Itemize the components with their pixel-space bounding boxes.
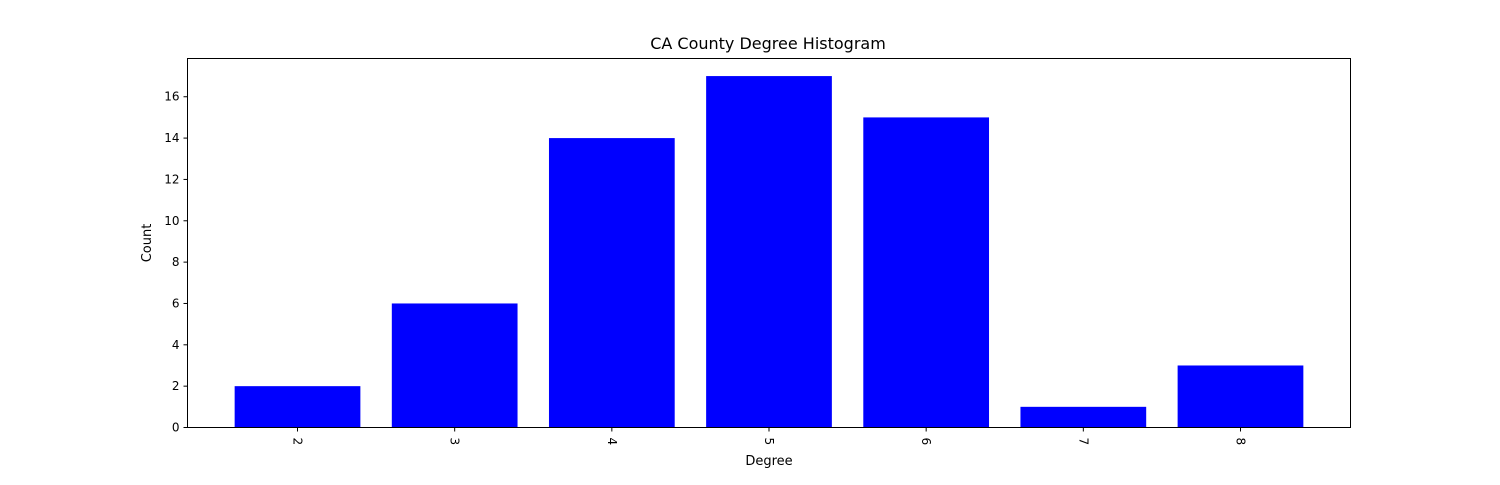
bar-8 [1177, 365, 1304, 428]
y-tick-label: 6 [172, 296, 180, 310]
bar-3 [391, 303, 518, 428]
x-tick-label: 3 [448, 438, 462, 446]
y-tick-label: 10 [164, 214, 179, 228]
y-tick-label: 4 [172, 338, 180, 352]
x-tick-label: 2 [291, 438, 305, 446]
y-axis-label: Count [140, 224, 155, 263]
x-tick-label: 4 [605, 438, 619, 446]
x-tick-label: 5 [762, 438, 776, 446]
x-axis-label: Degree [745, 454, 792, 469]
y-tick-label: 12 [164, 172, 179, 186]
bar-6 [863, 117, 990, 428]
bar-2 [234, 386, 361, 428]
bar-5 [706, 76, 832, 428]
x-tick-label: 6 [919, 438, 933, 446]
y-tick-label: 14 [164, 131, 179, 145]
bars-layer [234, 76, 1304, 428]
y-axis: 0 2 4 6 8 10 12 14 16 [164, 90, 188, 435]
bar-4 [548, 138, 675, 428]
plot-frame [187, 58, 1351, 428]
y-tick-label: 8 [172, 255, 180, 269]
y-tick-label: 2 [172, 379, 180, 393]
x-tick-label: 8 [1233, 438, 1247, 446]
y-tick-label: 16 [164, 90, 179, 104]
x-axis: 2 3 4 5 6 7 8 [291, 427, 1247, 446]
y-tick-label: 0 [172, 421, 180, 435]
chart-title: CA County Degree Histogram [650, 34, 886, 53]
x-tick-label: 7 [1076, 438, 1090, 446]
bar-7 [1020, 406, 1147, 428]
